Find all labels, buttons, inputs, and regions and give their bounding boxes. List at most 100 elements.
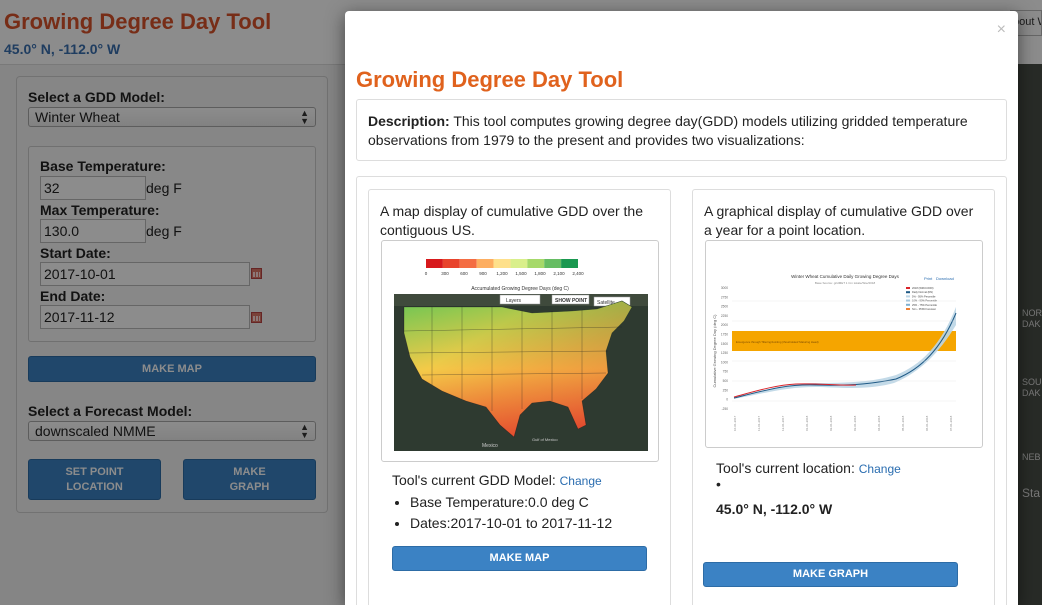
calendar-icon[interactable] bbox=[251, 268, 262, 279]
graph-preview-frame: Winter Wheat Cumulative Daily Growing De… bbox=[705, 240, 983, 448]
graph-legend-label: 5% - 95% Percentile bbox=[912, 294, 936, 298]
legend-swatch bbox=[510, 259, 528, 268]
growth-stage-label: Emergence through Tillering/Jointing (th… bbox=[736, 340, 819, 344]
gdd-model-value: Winter Wheat bbox=[35, 109, 120, 125]
show-point-control-label: SHOW POINT bbox=[555, 298, 587, 304]
end-date-input[interactable] bbox=[40, 305, 250, 329]
end-date-label: End Date: bbox=[40, 288, 106, 304]
graph-legend-swatch bbox=[906, 291, 910, 294]
svg-text:07-01-2018: 07-01-2018 bbox=[949, 415, 953, 431]
max-temp-input[interactable] bbox=[40, 219, 146, 243]
map-label: Sta bbox=[1022, 486, 1041, 500]
make-graph-button[interactable]: MAKE GRAPH bbox=[183, 459, 316, 500]
modal-dialog: × Growing Degree Day Tool Description: T… bbox=[345, 11, 1018, 605]
graph-card: A graphical display of cumulative GDD ov… bbox=[692, 189, 995, 605]
modal-title: Growing Degree Day Tool bbox=[356, 67, 624, 92]
svg-text:01-01-2018: 01-01-2018 bbox=[805, 415, 809, 431]
legend-tick: 2,100 bbox=[553, 271, 565, 276]
change-model-link[interactable]: Change bbox=[559, 474, 602, 488]
location-info-label: Tool's current location: bbox=[716, 460, 855, 476]
location-bullet: • bbox=[716, 476, 721, 492]
set-point-location-button[interactable]: SET POINT LOCATION bbox=[28, 459, 161, 500]
svg-text:11-01-2017: 11-01-2017 bbox=[757, 416, 761, 431]
start-date-input[interactable] bbox=[40, 262, 250, 286]
page-coordinates: 45.0° N, -112.0° W bbox=[4, 41, 121, 57]
svg-text:10-01-2017: 10-01-2017 bbox=[733, 415, 737, 431]
svg-text:02-01-2018: 02-01-2018 bbox=[829, 415, 833, 431]
map-legend: 0 300 600 900 1,200 1,500 1,800 2,100 2,400 bbox=[425, 259, 584, 276]
graph-legend-label: 25% - 75% Percentile bbox=[912, 303, 937, 307]
graph-legend: 2018 (WRCC/DRI)Daily Normal (DN)5% - 95%… bbox=[906, 286, 937, 311]
map-label: SOU bbox=[1022, 377, 1042, 387]
graph-legend-swatch bbox=[906, 295, 910, 298]
legend-swatch bbox=[442, 259, 460, 268]
map-card-description: A map display of cumulative GDD over the… bbox=[380, 203, 644, 238]
y-tick-label: 0 bbox=[726, 398, 728, 402]
legend-tick: 1,800 bbox=[534, 271, 546, 276]
forecast-model-label: Select a Forecast Model: bbox=[28, 403, 193, 419]
legend-tick: 300 bbox=[441, 271, 449, 276]
max-temp-unit: deg F bbox=[146, 223, 182, 239]
map-label: NEB bbox=[1022, 452, 1041, 462]
location-value: 45.0° N, -112.0° W bbox=[716, 501, 833, 517]
select-arrows-icon: ▲ ▼ bbox=[300, 108, 309, 126]
max-temp-label: Max Temperature: bbox=[40, 202, 160, 218]
y-tick-label: 500 bbox=[723, 379, 729, 383]
description-box: Description: This tool computes growing … bbox=[356, 99, 1007, 161]
y-tick-label: 250 bbox=[723, 388, 729, 392]
y-tick-label: 2000 bbox=[721, 323, 728, 327]
y-tick-label: 2750 bbox=[721, 295, 728, 299]
legend-tick: 1,200 bbox=[496, 271, 508, 276]
graph-legend-swatch bbox=[906, 303, 910, 306]
modal-make-graph-button[interactable]: MAKE GRAPH bbox=[703, 562, 958, 587]
graph-gridlines bbox=[732, 300, 956, 402]
layers-control bbox=[499, 294, 541, 305]
calendar-icon[interactable] bbox=[251, 312, 262, 323]
modal-make-map-button[interactable]: MAKE MAP bbox=[392, 546, 647, 571]
gdd-model-info-label: Tool's current GDD Model: bbox=[392, 472, 556, 488]
gdd-model-label: Select a GDD Model: bbox=[28, 89, 165, 105]
close-icon[interactable]: × bbox=[996, 21, 1006, 38]
graph-preview-subtitle: Base Source: gridMET 1 Cm lokale/Site/20… bbox=[815, 281, 876, 285]
state-borders bbox=[403, 307, 623, 411]
y-tick-label: 2250 bbox=[721, 314, 728, 318]
graph-x-ticks: 10-01-2017 11-01-2017 12-01-2017 01-01-2… bbox=[733, 415, 953, 431]
y-tick-label: 750 bbox=[723, 370, 729, 374]
base-temp-unit: deg F bbox=[146, 180, 182, 196]
graph-card-description: A graphical display of cumulative GDD ov… bbox=[704, 203, 974, 238]
svg-text:03-01-2018: 03-01-2018 bbox=[853, 415, 857, 431]
graph-legend-label: 2018 (WRCC/DRI) bbox=[912, 286, 934, 290]
graph-download-link: Download bbox=[936, 276, 954, 281]
y-tick-label: 1250 bbox=[721, 351, 728, 355]
legend-swatch bbox=[527, 259, 545, 268]
legend-swatch bbox=[493, 259, 511, 268]
graph-preview-title: Winter Wheat Cumulative Daily Growing De… bbox=[791, 274, 900, 279]
gdd-model-select[interactable]: Winter Wheat ▲ ▼ bbox=[28, 107, 316, 127]
make-map-button[interactable]: MAKE MAP bbox=[28, 356, 316, 382]
graph-ylabel: Cumulative Growing Degree Day (deg C) bbox=[712, 314, 717, 388]
gulf-label: Gulf of Mexico bbox=[532, 437, 558, 442]
map-preview-image[interactable]: 0 300 600 900 1,200 1,500 1,800 2,100 2,400 Accu… bbox=[382, 241, 660, 463]
current-year-line bbox=[733, 383, 857, 398]
legend-swatch bbox=[544, 259, 562, 268]
base-temp-input[interactable] bbox=[40, 176, 146, 200]
y-tick-label: 1000 bbox=[721, 360, 728, 364]
map-label: DAK bbox=[1022, 388, 1041, 398]
y-tick-label: 2500 bbox=[721, 305, 728, 309]
svg-text:12-01-2017: 12-01-2017 bbox=[781, 415, 785, 431]
background-map[interactable] bbox=[1017, 64, 1042, 605]
mexico-label: Mexico bbox=[482, 443, 498, 449]
legend-tick: 0 bbox=[425, 271, 428, 276]
change-location-link[interactable]: Change bbox=[858, 462, 901, 476]
y-tick-label: 1750 bbox=[721, 333, 728, 337]
forecast-model-value: downscaled NMME bbox=[35, 423, 156, 439]
graph-legend-label: 10% - 90% Percentile bbox=[912, 299, 937, 303]
svg-text:04-01-2018: 04-01-2018 bbox=[877, 415, 881, 431]
graph-legend-swatch bbox=[906, 287, 910, 289]
gdd-model-details: Base Temperature:0.0 deg C Dates:2017-10… bbox=[392, 492, 612, 534]
show-point-control bbox=[551, 294, 590, 305]
legend-swatch bbox=[459, 259, 477, 268]
forecast-model-select[interactable]: downscaled NMME ▲ ▼ bbox=[28, 421, 316, 441]
base-temp-label: Base Temperature: bbox=[40, 158, 166, 174]
graph-preview-image[interactable]: Winter Wheat Cumulative Daily Growing De… bbox=[706, 241, 984, 449]
